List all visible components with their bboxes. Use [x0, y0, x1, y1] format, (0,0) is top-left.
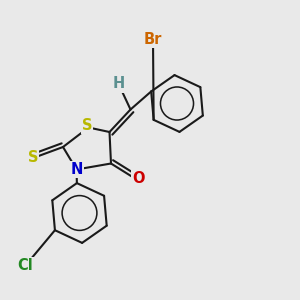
Text: S: S: [28, 150, 38, 165]
Text: Br: Br: [144, 32, 162, 46]
Text: Cl: Cl: [18, 258, 33, 273]
Text: S: S: [82, 118, 92, 133]
Text: H: H: [112, 76, 124, 92]
Text: O: O: [132, 171, 145, 186]
Text: N: N: [70, 162, 83, 177]
